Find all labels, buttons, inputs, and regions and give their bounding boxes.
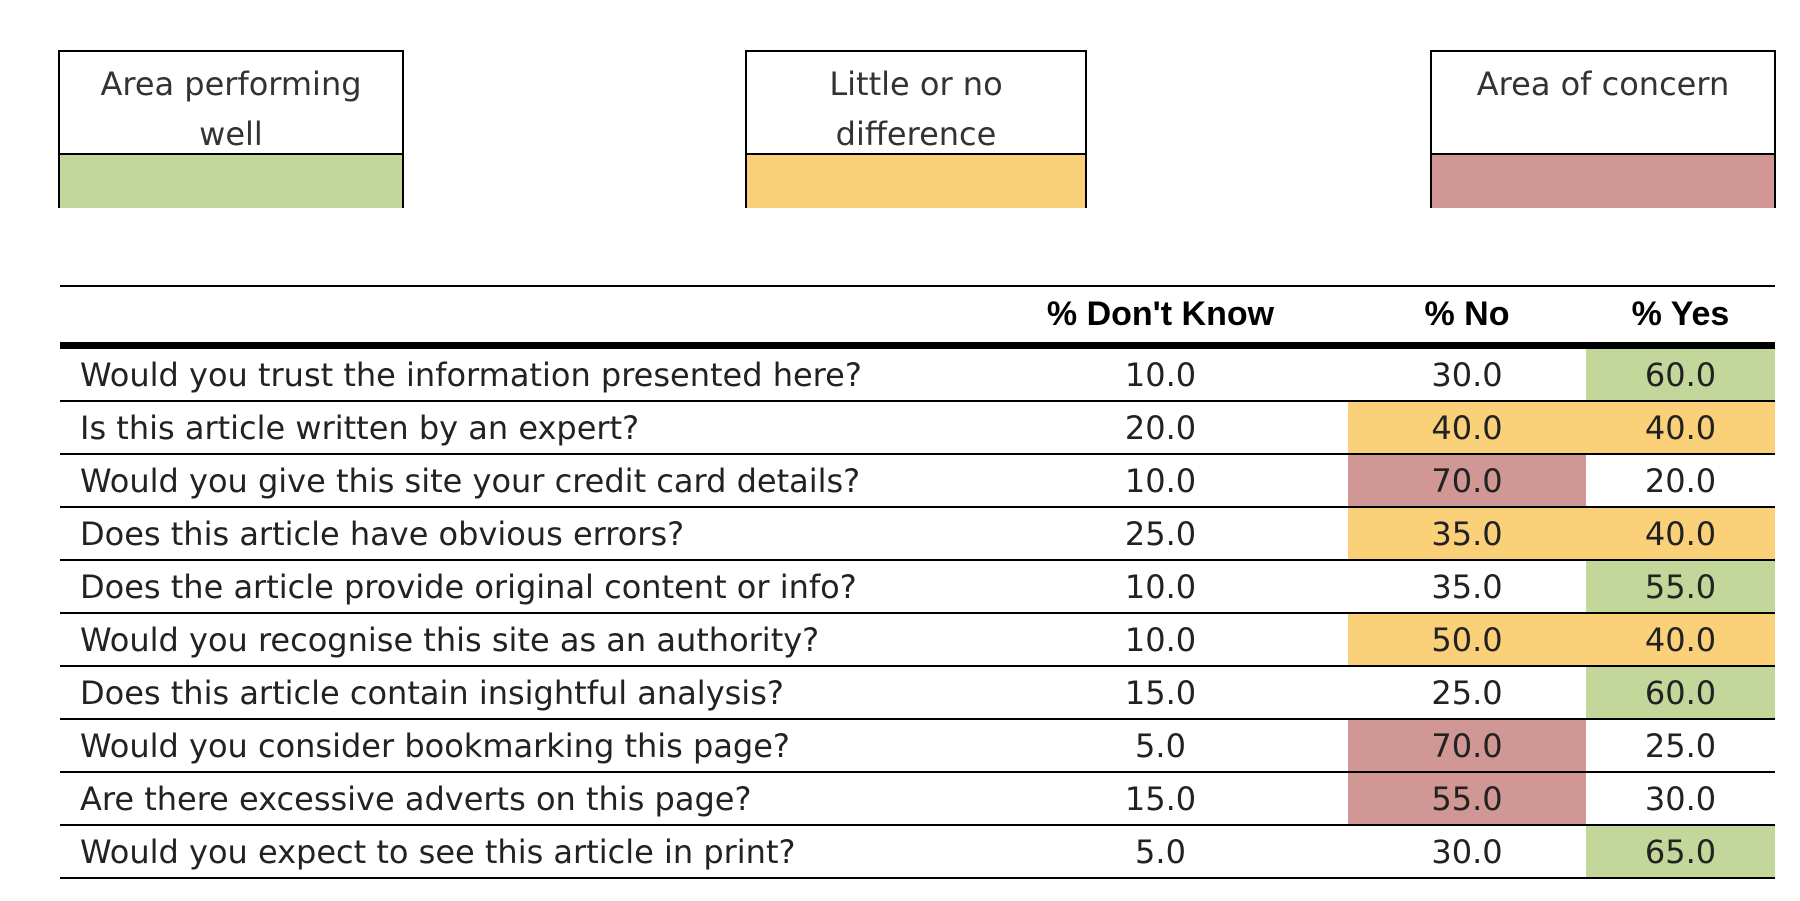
dont-know-cell: 15.0 bbox=[973, 666, 1348, 720]
question-cell: Does the article provide original conten… bbox=[60, 560, 973, 614]
legend-label-little-difference: Little or no difference bbox=[747, 52, 1085, 155]
yes-cell: 25.0 bbox=[1586, 719, 1775, 773]
dont-know-cell: 20.0 bbox=[973, 401, 1348, 455]
table-row: Would you expect to see this article in … bbox=[60, 825, 1775, 879]
yes-cell: 55.0 bbox=[1586, 560, 1775, 614]
header-yes: % Yes bbox=[1586, 285, 1775, 349]
question-cell: Would you consider bookmarking this page… bbox=[60, 719, 973, 773]
dont-know-cell: 10.0 bbox=[973, 560, 1348, 614]
yes-cell: 60.0 bbox=[1586, 666, 1775, 720]
legend-little-difference: Little or no difference bbox=[745, 50, 1087, 208]
question-cell: Would you expect to see this article in … bbox=[60, 825, 973, 879]
header-row: % Don't Know % No % Yes bbox=[60, 285, 1775, 349]
header-question bbox=[60, 285, 973, 349]
yes-cell: 60.0 bbox=[1586, 345, 1775, 402]
dont-know-cell: 5.0 bbox=[973, 825, 1348, 879]
survey-table-container: % Don't Know % No % Yes Would you trust … bbox=[60, 285, 1775, 879]
table-body: Would you trust the information presente… bbox=[60, 345, 1775, 879]
yes-cell: 20.0 bbox=[1586, 454, 1775, 508]
dont-know-cell: 10.0 bbox=[973, 345, 1348, 402]
no-cell: 35.0 bbox=[1348, 560, 1586, 614]
table-header: % Don't Know % No % Yes bbox=[60, 285, 1775, 349]
table-row: Would you recognise this site as an auth… bbox=[60, 613, 1775, 667]
question-cell: Does this article contain insightful ana… bbox=[60, 666, 973, 720]
dont-know-cell: 5.0 bbox=[973, 719, 1348, 773]
table-row: Does the article provide original conten… bbox=[60, 560, 1775, 614]
table-row: Would you consider bookmarking this page… bbox=[60, 719, 1775, 773]
yes-cell: 65.0 bbox=[1586, 825, 1775, 879]
no-cell: 55.0 bbox=[1348, 772, 1586, 826]
survey-results-table: % Don't Know % No % Yes Would you trust … bbox=[60, 285, 1775, 879]
no-cell: 70.0 bbox=[1348, 719, 1586, 773]
table-row: Would you trust the information presente… bbox=[60, 345, 1775, 402]
no-cell: 25.0 bbox=[1348, 666, 1586, 720]
legend-swatch-performing-well bbox=[60, 155, 402, 208]
table-row: Would you give this site your credit car… bbox=[60, 454, 1775, 508]
yes-cell: 40.0 bbox=[1586, 507, 1775, 561]
dont-know-cell: 10.0 bbox=[973, 454, 1348, 508]
legend-label-performing-well: Area performing well bbox=[60, 52, 402, 155]
question-cell: Are there excessive adverts on this page… bbox=[60, 772, 973, 826]
no-cell: 30.0 bbox=[1348, 345, 1586, 402]
question-cell: Would you trust the information presente… bbox=[60, 345, 973, 402]
yes-cell: 40.0 bbox=[1586, 401, 1775, 455]
table-row: Is this article written by an expert? 20.… bbox=[60, 401, 1775, 455]
question-cell: Does this article have obvious errors? bbox=[60, 507, 973, 561]
legend-swatch-little-difference bbox=[747, 155, 1085, 208]
legend-label-area-of-concern: Area of concern bbox=[1432, 52, 1774, 155]
no-cell: 70.0 bbox=[1348, 454, 1586, 508]
table-row: Does this article have obvious errors? 25… bbox=[60, 507, 1775, 561]
question-cell: Would you give this site your credit car… bbox=[60, 454, 973, 508]
legend-area-of-concern: Area of concern bbox=[1430, 50, 1776, 208]
legend-performing-well: Area performing well bbox=[58, 50, 404, 208]
no-cell: 50.0 bbox=[1348, 613, 1586, 667]
legend-swatch-area-of-concern bbox=[1432, 155, 1774, 208]
no-cell: 40.0 bbox=[1348, 401, 1586, 455]
no-cell: 30.0 bbox=[1348, 825, 1586, 879]
yes-cell: 40.0 bbox=[1586, 613, 1775, 667]
dont-know-cell: 25.0 bbox=[973, 507, 1348, 561]
yes-cell: 30.0 bbox=[1586, 772, 1775, 826]
question-cell: Would you recognise this site as an auth… bbox=[60, 613, 973, 667]
no-cell: 35.0 bbox=[1348, 507, 1586, 561]
dont-know-cell: 10.0 bbox=[973, 613, 1348, 667]
header-dont-know: % Don't Know bbox=[973, 285, 1348, 349]
dont-know-cell: 15.0 bbox=[973, 772, 1348, 826]
question-cell: Is this article written by an expert? bbox=[60, 401, 973, 455]
table-row: Are there excessive adverts on this page… bbox=[60, 772, 1775, 826]
header-no: % No bbox=[1348, 285, 1586, 349]
table-row: Does this article contain insightful ana… bbox=[60, 666, 1775, 720]
